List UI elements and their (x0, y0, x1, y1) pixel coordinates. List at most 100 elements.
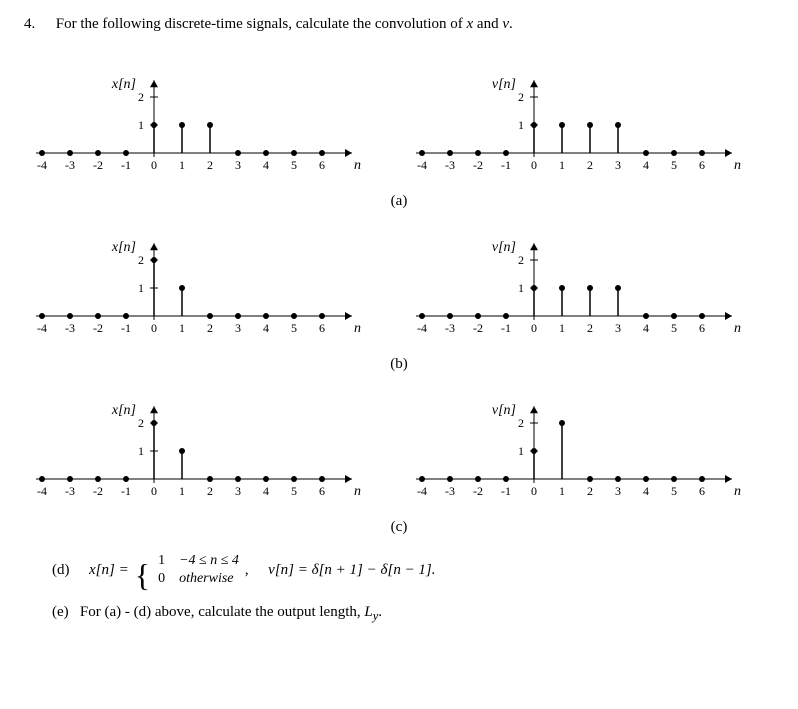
comma: , (245, 562, 249, 579)
svg-text:0: 0 (531, 158, 537, 172)
svg-text:4: 4 (643, 484, 649, 498)
svg-text:2: 2 (587, 321, 593, 335)
svg-text:-4: -4 (37, 484, 47, 498)
stem-plot-svg: 12v[n]-4-3-2-10123456n (404, 53, 754, 193)
svg-text:-3: -3 (65, 321, 75, 335)
svg-text:1: 1 (559, 158, 565, 172)
row-label: (b) (24, 356, 774, 373)
stem-plot-right: 12v[n]-4-3-2-10123456n (404, 379, 754, 519)
plot-row: 12x[n]-4-3-2-10123456n12v[n]-4-3-2-10123… (24, 53, 774, 193)
svg-text:3: 3 (235, 484, 241, 498)
svg-text:5: 5 (671, 321, 677, 335)
svg-text:1: 1 (179, 321, 185, 335)
svg-text:2: 2 (518, 416, 524, 430)
svg-text:n: n (734, 321, 741, 336)
svg-text:4: 4 (263, 158, 269, 172)
svg-text:5: 5 (291, 321, 297, 335)
svg-text:5: 5 (671, 484, 677, 498)
svg-text:x[n]: x[n] (111, 77, 136, 92)
brace-icon: { (135, 561, 150, 590)
part-e: (e) For (a) - (d) above, calculate the o… (52, 604, 774, 624)
svg-text:v[n]: v[n] (492, 240, 516, 255)
vn-def: v[n] = δ[n + 1] − δ[n − 1]. (268, 562, 435, 579)
svg-text:3: 3 (615, 158, 621, 172)
svg-text:1: 1 (138, 118, 144, 132)
svg-text:n: n (354, 158, 361, 173)
svg-text:2: 2 (587, 484, 593, 498)
svg-text:2: 2 (518, 253, 524, 267)
svg-text:-2: -2 (93, 484, 103, 498)
piece2-val: 0 (158, 571, 165, 586)
svg-text:2: 2 (207, 321, 213, 335)
stem-plot-left: 12x[n]-4-3-2-10123456n (24, 379, 374, 519)
svg-text:2: 2 (207, 158, 213, 172)
svg-text:-3: -3 (445, 158, 455, 172)
svg-text:1: 1 (518, 118, 524, 132)
svg-text:6: 6 (699, 158, 705, 172)
svg-text:4: 4 (643, 158, 649, 172)
svg-text:2: 2 (138, 416, 144, 430)
svg-text:1: 1 (179, 484, 185, 498)
svg-text:2: 2 (518, 90, 524, 104)
svg-text:3: 3 (615, 484, 621, 498)
piece1-val: 1 (158, 553, 165, 568)
svg-text:5: 5 (671, 158, 677, 172)
svg-text:6: 6 (319, 321, 325, 335)
svg-text:x[n]: x[n] (111, 403, 136, 418)
row-label: (c) (24, 519, 774, 536)
svg-text:-3: -3 (65, 158, 75, 172)
svg-text:0: 0 (151, 321, 157, 335)
svg-text:6: 6 (699, 484, 705, 498)
svg-text:-1: -1 (501, 484, 511, 498)
stem-plots-container: 12x[n]-4-3-2-10123456n12v[n]-4-3-2-10123… (24, 53, 774, 536)
stem-plot-svg: 12x[n]-4-3-2-10123456n (24, 216, 374, 356)
svg-text:1: 1 (518, 444, 524, 458)
svg-text:1: 1 (559, 484, 565, 498)
svg-text:3: 3 (615, 321, 621, 335)
svg-text:-2: -2 (93, 158, 103, 172)
svg-text:-3: -3 (445, 321, 455, 335)
question-line: 4. For the following discrete-time signa… (24, 16, 774, 33)
part-e-label: (e) (52, 604, 69, 620)
stem-plot-svg: 12v[n]-4-3-2-10123456n (404, 379, 754, 519)
svg-text:1: 1 (138, 444, 144, 458)
svg-text:-1: -1 (121, 158, 131, 172)
svg-text:0: 0 (531, 484, 537, 498)
svg-text:1: 1 (138, 281, 144, 295)
question-body: For the following discrete-time signals,… (56, 16, 513, 32)
svg-text:2: 2 (587, 158, 593, 172)
svg-text:0: 0 (531, 321, 537, 335)
part-d: (d) x[n] = { 1 −4 ≤ n ≤ 4 0 otherwise , … (52, 552, 774, 588)
svg-text:-2: -2 (93, 321, 103, 335)
svg-text:n: n (354, 321, 361, 336)
svg-text:4: 4 (263, 484, 269, 498)
svg-text:5: 5 (291, 158, 297, 172)
svg-text:1: 1 (179, 158, 185, 172)
svg-text:3: 3 (235, 321, 241, 335)
svg-text:3: 3 (235, 158, 241, 172)
stem-plot-left: 12x[n]-4-3-2-10123456n (24, 53, 374, 193)
question-number: 4. (24, 16, 52, 33)
piece1-cond: −4 ≤ n ≤ 4 (179, 553, 239, 568)
row-label: (a) (24, 193, 774, 210)
svg-text:-2: -2 (473, 321, 483, 335)
svg-text:6: 6 (319, 158, 325, 172)
piecewise: 1 −4 ≤ n ≤ 4 0 otherwise (158, 552, 239, 588)
plot-row: 12x[n]-4-3-2-10123456n12v[n]-4-3-2-10123… (24, 216, 774, 356)
svg-text:x[n]: x[n] (111, 240, 136, 255)
svg-text:6: 6 (699, 321, 705, 335)
svg-text:4: 4 (263, 321, 269, 335)
part-e-text: For (a) - (d) above, calculate the outpu… (80, 604, 382, 620)
stem-plot-svg: 12x[n]-4-3-2-10123456n (24, 53, 374, 193)
stem-plot-left: 12x[n]-4-3-2-10123456n (24, 216, 374, 356)
svg-text:1: 1 (518, 281, 524, 295)
svg-text:v[n]: v[n] (492, 77, 516, 92)
svg-text:v[n]: v[n] (492, 403, 516, 418)
plot-row: 12x[n]-4-3-2-10123456n12v[n]-4-3-2-10123… (24, 379, 774, 519)
svg-text:n: n (734, 158, 741, 173)
stem-plot-right: 12v[n]-4-3-2-10123456n (404, 53, 754, 193)
svg-text:1: 1 (559, 321, 565, 335)
svg-text:-4: -4 (417, 321, 427, 335)
stem-plot-svg: 12v[n]-4-3-2-10123456n (404, 216, 754, 356)
piece2-cond: otherwise (179, 571, 233, 586)
